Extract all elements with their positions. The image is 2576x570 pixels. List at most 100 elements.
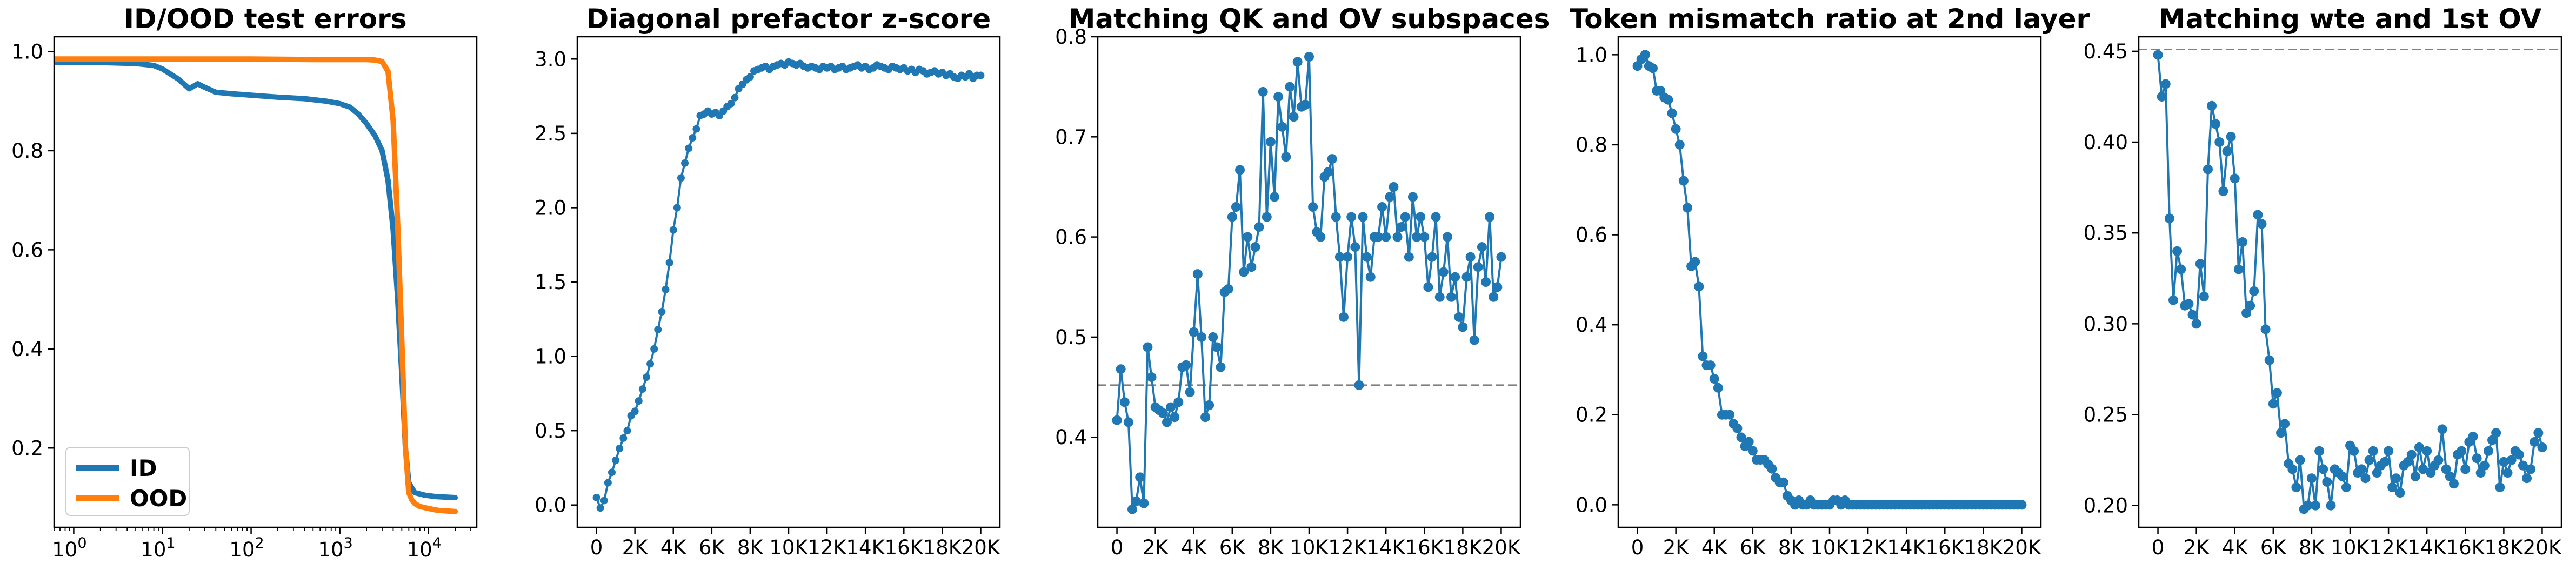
- data-point: [1250, 242, 1260, 252]
- x-tick-label: 100: [52, 535, 86, 561]
- data-point: [1400, 212, 1410, 222]
- data-point: [2533, 428, 2544, 438]
- x-tick-label: 8K: [1258, 536, 1285, 559]
- data-point: [619, 434, 628, 442]
- x-tick-label: 8K: [2299, 536, 2326, 559]
- data-point: [1139, 498, 1149, 508]
- data-point: [1485, 212, 1495, 222]
- data-point: [1243, 232, 1253, 242]
- data-point: [731, 93, 739, 102]
- data-point: [1434, 292, 1445, 302]
- data-point: [1277, 122, 1287, 132]
- data-point: [2241, 308, 2252, 318]
- y-tick-label: 1.0: [1576, 43, 1607, 66]
- data-point: [1273, 92, 1284, 102]
- x-tick-label: 101: [141, 535, 175, 561]
- y-tick-label: 1.0: [11, 41, 43, 64]
- data-point: [2326, 500, 2336, 511]
- data-point: [1235, 165, 1245, 175]
- data-point: [596, 504, 604, 512]
- data-point: [2518, 460, 2528, 471]
- data-point: [1181, 360, 1191, 370]
- data-point: [1258, 86, 1268, 97]
- data-point: [2211, 119, 2221, 129]
- data-point: [2395, 488, 2405, 498]
- x-tick-label: 16K: [2446, 536, 2486, 559]
- data-point: [2318, 464, 2328, 474]
- data-point: [1358, 212, 1368, 222]
- y-tick-label: 0.2: [11, 437, 43, 460]
- plot-area: [592, 58, 985, 512]
- data-point: [1158, 408, 1168, 418]
- chart-panel-1: ID/OOD test errors 0.2 0.4 0.6 0.8 1.0 100 101 1…: [11, 3, 478, 561]
- data-point: [2479, 460, 2490, 471]
- data-point: [1407, 192, 1418, 202]
- data-point: [2222, 146, 2232, 156]
- data-point: [1200, 412, 1211, 423]
- chart-panel-5: Matching wte and 1st OV 0.20 0.25 0.30 0.35 0…: [2084, 3, 2562, 559]
- data-point: [1705, 360, 1716, 371]
- data-point: [2172, 246, 2183, 256]
- data-point: [646, 360, 655, 368]
- data-point: [1469, 335, 1479, 345]
- plot-area: [54, 56, 458, 514]
- x-tick-label: 4K: [660, 536, 688, 559]
- data-point: [2306, 473, 2317, 484]
- x-tick-label: 6K: [699, 536, 726, 559]
- legend-label-ood: OOD: [130, 485, 187, 512]
- chart-title: Matching QK and OV subspaces: [1069, 3, 1550, 35]
- data-point: [1674, 139, 1685, 150]
- data-point: [638, 385, 646, 393]
- x-tick-label: 12K: [807, 536, 847, 559]
- data-point: [2441, 464, 2451, 474]
- data-point: [2157, 91, 2167, 102]
- data-point: [654, 326, 662, 334]
- data-point: [1270, 192, 1280, 202]
- x-tick-label: 20K: [962, 536, 1001, 559]
- data-point: [2422, 446, 2432, 456]
- data-point: [1663, 95, 1673, 105]
- y-tick-label: 0.4: [1576, 313, 1607, 337]
- x-tick-label: 2K: [1663, 536, 1690, 559]
- y-tick-label: 0.6: [1576, 224, 1607, 247]
- data-point: [977, 71, 985, 79]
- data-point: [1709, 374, 1719, 384]
- data-point: [1416, 212, 1426, 222]
- data-point: [1123, 417, 1133, 427]
- data-point: [2526, 464, 2536, 474]
- y-tick-label: 0.20: [2084, 494, 2128, 518]
- data-point: [2214, 137, 2225, 147]
- data-point: [2168, 295, 2178, 305]
- data-point: [2311, 500, 2321, 511]
- data-point: [2337, 471, 2347, 481]
- data-point: [1442, 232, 1452, 242]
- data-point: [2537, 442, 2547, 453]
- data-point: [1143, 342, 1153, 352]
- data-point: [635, 397, 643, 405]
- x-tick-label: 10K: [769, 536, 809, 559]
- x-tick-label: 16K: [1926, 536, 1965, 559]
- data-point: [623, 427, 631, 435]
- data-point: [2276, 428, 2286, 438]
- x-tick-label: 14K: [2408, 536, 2447, 559]
- x-tick-label: 12K: [2369, 536, 2408, 559]
- axes-frame: [576, 36, 1001, 528]
- data-point: [1465, 252, 1476, 262]
- data-point: [1289, 112, 1299, 122]
- data-point: [2391, 473, 2401, 484]
- data-point: [2322, 477, 2332, 487]
- data-point: [1216, 362, 1226, 372]
- x-tick-label: 2K: [622, 536, 649, 559]
- x-tick-label: 6K: [2260, 536, 2287, 559]
- data-point: [642, 373, 650, 381]
- data-point: [2280, 419, 2290, 429]
- data-point: [2268, 399, 2278, 409]
- data-point: [2445, 471, 2455, 481]
- data-point: [1265, 137, 1276, 147]
- data-point: [2184, 299, 2194, 309]
- data-point: [1354, 380, 1364, 390]
- data-point: [2472, 453, 2482, 464]
- data-point: [1119, 397, 1130, 407]
- data-point: [1725, 410, 1735, 420]
